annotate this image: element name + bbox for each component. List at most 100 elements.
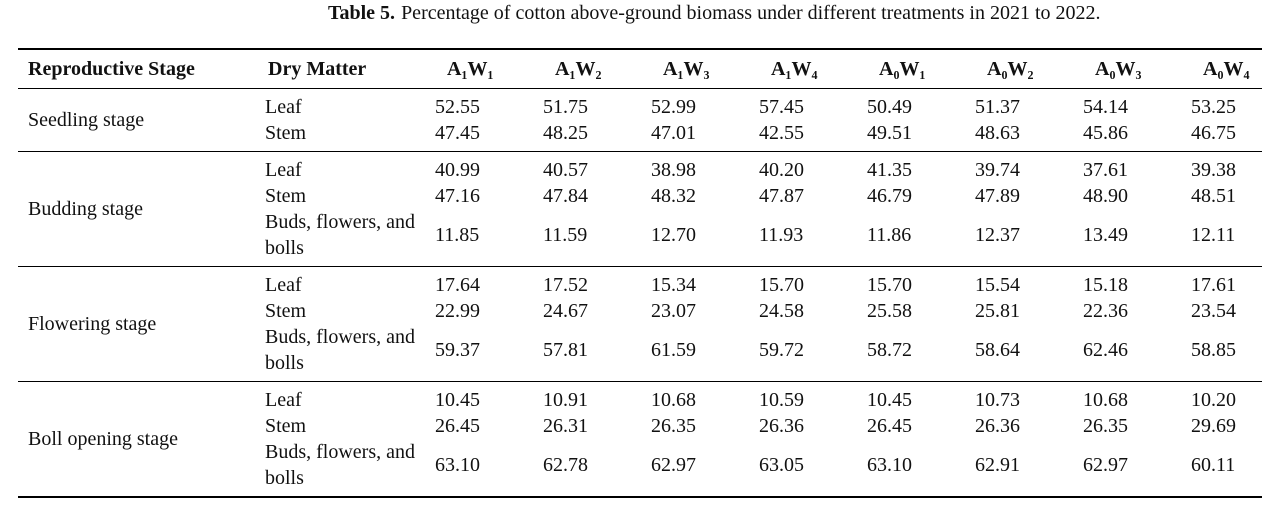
value-cell: 54.14 <box>1083 96 1128 118</box>
dry-matter-cell: Buds, flowers, and bolls <box>265 326 415 374</box>
value-cell: 12.37 <box>975 224 1020 246</box>
value-cell: 62.78 <box>543 454 588 476</box>
value-cell: 58.64 <box>975 339 1020 361</box>
column-header: Reproductive Stage <box>18 49 258 89</box>
value-cell: 10.20 <box>1191 389 1236 411</box>
value-cell: 15.70 <box>759 274 804 296</box>
value-cell: 15.70 <box>867 274 912 296</box>
table-row: Stem 26.45 26.31 26.35 26.36 26.45 26.36 26.35 2… <box>18 413 1262 439</box>
dry-matter-cell: Stem <box>265 415 307 437</box>
dry-matter-cell: Leaf <box>265 274 302 296</box>
dry-matter-cell: Stem <box>265 122 307 144</box>
table-row: Seedling stage Leaf 52.55 51.75 52.99 57.45 50… <box>18 89 1262 131</box>
column-header: A₁W₃ <box>641 49 749 89</box>
value-cell: 48.63 <box>975 122 1020 144</box>
value-cell: 17.64 <box>435 274 480 296</box>
value-cell: 37.61 <box>1083 159 1128 181</box>
value-cell: 41.35 <box>867 159 912 181</box>
value-cell: 46.79 <box>867 185 912 207</box>
row-group: Budding stage Leaf 40.99 40.57 38.98 40.20 41.… <box>18 152 1262 267</box>
table-row: Stem 47.45 48.25 47.01 42.55 49.51 48.63 45.86 4… <box>18 120 1262 152</box>
value-cell: 13.49 <box>1083 224 1128 246</box>
value-cell: 47.84 <box>543 185 588 207</box>
value-cell: 26.45 <box>435 415 480 437</box>
caption-label: Table 5. <box>328 2 396 24</box>
value-cell: 48.90 <box>1083 185 1128 207</box>
value-cell: 39.74 <box>975 159 1020 181</box>
value-cell: 62.91 <box>975 454 1020 476</box>
value-cell: 10.68 <box>1083 389 1128 411</box>
value-cell: 26.36 <box>975 415 1020 437</box>
value-cell: 49.51 <box>867 122 912 144</box>
table-row: Buds, flowers, and bolls 59.37 57.81 61.59 5… <box>18 324 1262 382</box>
value-cell: 10.59 <box>759 389 804 411</box>
value-cell: 63.05 <box>759 454 804 476</box>
value-cell: 10.45 <box>435 389 480 411</box>
stage-cell: Flowering stage <box>28 313 157 335</box>
value-cell: 58.85 <box>1191 339 1236 361</box>
row-group: Flowering stage Leaf 17.64 17.52 15.34 15.70 1… <box>18 267 1262 382</box>
value-cell: 15.34 <box>651 274 696 296</box>
dry-matter-cell: Leaf <box>265 159 302 181</box>
column-header: A₁W₁ <box>425 49 533 89</box>
value-cell: 25.81 <box>975 300 1020 322</box>
value-cell: 46.75 <box>1191 122 1236 144</box>
value-cell: 11.93 <box>759 224 804 246</box>
value-cell: 12.11 <box>1191 224 1236 246</box>
table-row: Buds, flowers, and bolls 63.10 62.78 62.97 6… <box>18 439 1262 497</box>
value-cell: 40.99 <box>435 159 480 181</box>
value-cell: 39.38 <box>1191 159 1236 181</box>
value-cell: 47.16 <box>435 185 480 207</box>
column-header: A₀W₁ <box>857 49 965 89</box>
value-cell: 51.75 <box>543 96 588 118</box>
value-cell: 10.68 <box>651 389 696 411</box>
value-cell: 58.72 <box>867 339 912 361</box>
value-cell: 57.45 <box>759 96 804 118</box>
value-cell: 38.98 <box>651 159 696 181</box>
value-cell: 26.35 <box>651 415 696 437</box>
table-row: Boll opening stage Leaf 10.45 10.91 10.68 10.… <box>18 382 1262 450</box>
value-cell: 23.07 <box>651 300 696 322</box>
value-cell: 47.89 <box>975 185 1020 207</box>
value-cell: 24.67 <box>543 300 588 322</box>
table-row: Flowering stage Leaf 17.64 17.52 15.34 15.70 1… <box>18 267 1262 335</box>
value-cell: 48.25 <box>543 122 588 144</box>
data-table: Reproductive Stage Dry Matter A₁W₁ A₁W₂ A₁W₃… <box>18 48 1262 498</box>
caption: Table 5. Percentage of cotton above-groun… <box>328 2 1101 25</box>
value-cell: 26.31 <box>543 415 588 437</box>
value-cell: 11.86 <box>867 224 912 246</box>
dry-matter-cell: Leaf <box>265 389 302 411</box>
value-cell: 48.51 <box>1191 185 1236 207</box>
column-header: A₀W₂ <box>965 49 1073 89</box>
value-cell: 15.18 <box>1083 274 1128 296</box>
value-cell: 24.58 <box>759 300 804 322</box>
value-cell: 15.54 <box>975 274 1020 296</box>
value-cell: 12.70 <box>651 224 696 246</box>
value-cell: 63.10 <box>435 454 480 476</box>
value-cell: 47.01 <box>651 122 696 144</box>
value-cell: 52.99 <box>651 96 696 118</box>
value-cell: 61.59 <box>651 339 696 361</box>
value-cell: 51.37 <box>975 96 1020 118</box>
value-cell: 22.99 <box>435 300 480 322</box>
row-group: Boll opening stage Leaf 10.45 10.91 10.68 10.… <box>18 382 1262 498</box>
value-cell: 59.72 <box>759 339 804 361</box>
value-cell: 17.61 <box>1191 274 1236 296</box>
dry-matter-cell: Buds, flowers, and bolls <box>265 441 415 489</box>
value-cell: 26.36 <box>759 415 804 437</box>
value-cell: 57.81 <box>543 339 588 361</box>
value-cell: 60.11 <box>1191 454 1236 476</box>
dry-matter-cell: Buds, flowers, and bolls <box>265 211 415 259</box>
column-header: A₀W₄ <box>1181 49 1262 89</box>
value-cell: 59.37 <box>435 339 480 361</box>
dry-matter-cell: Stem <box>265 185 307 207</box>
stage-cell: Budding stage <box>28 198 143 220</box>
value-cell: 25.58 <box>867 300 912 322</box>
dry-matter-cell: Stem <box>265 300 307 322</box>
dry-matter-cell: Leaf <box>265 96 302 118</box>
table-row: Stem 22.99 24.67 23.07 24.58 25.58 25.81 22.36 2… <box>18 298 1262 324</box>
value-cell: 42.55 <box>759 122 804 144</box>
value-cell: 47.87 <box>759 185 804 207</box>
value-cell: 53.25 <box>1191 96 1236 118</box>
